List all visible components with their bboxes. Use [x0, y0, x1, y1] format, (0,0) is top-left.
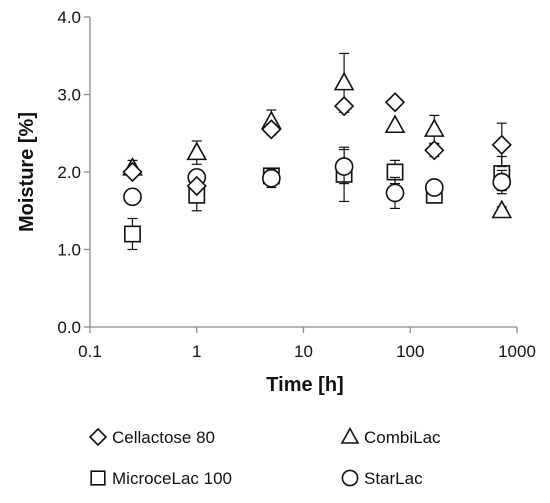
- data-marks: [122, 52, 513, 251]
- legend-label: Cellactose 80: [112, 428, 215, 447]
- y-tick-label: 4.0: [57, 8, 81, 27]
- legend-marker: [341, 469, 359, 487]
- data-point: [122, 161, 143, 183]
- y-tick-label: 0.0: [57, 318, 81, 337]
- y-tick-label: 2.0: [57, 163, 81, 182]
- data-point: [186, 175, 207, 197]
- data-point: [385, 183, 405, 203]
- data-point: [384, 92, 406, 113]
- axes: [84, 16, 518, 333]
- data-point: [333, 95, 355, 117]
- legend-item: Cellactose 80: [88, 427, 215, 447]
- y-axis-label: Moisture [%]: [16, 112, 38, 232]
- legend-item: MicroceLac 100: [90, 469, 232, 488]
- data-point: [186, 141, 208, 161]
- data-point: [384, 114, 406, 134]
- series-circle: [123, 148, 512, 210]
- data-point: [262, 168, 281, 188]
- x-tick-label: 0.1: [78, 342, 102, 361]
- data-point: [424, 140, 445, 161]
- legend-item: StarLac: [341, 469, 423, 488]
- legend-label: MicroceLac 100: [112, 469, 232, 488]
- y-tick-label: 3.0: [57, 86, 81, 105]
- series-square: [124, 146, 511, 251]
- data-point: [334, 157, 354, 176]
- data-point: [423, 118, 445, 137]
- data-point: [124, 225, 141, 243]
- data-point: [123, 187, 142, 207]
- legend-marker: [88, 427, 108, 447]
- x-tick-label: 1: [192, 342, 201, 361]
- x-tick-label: 100: [396, 342, 424, 361]
- legend: Cellactose 80 CombiLac MicroceLac 100 StarL…: [88, 426, 441, 488]
- data-point: [491, 134, 512, 156]
- series-diamond: [122, 92, 512, 197]
- legend-marker: [340, 426, 360, 444]
- legend-item: CombiLac: [340, 426, 441, 447]
- data-point: [261, 119, 282, 140]
- y-tick-label: 1.0: [57, 241, 81, 260]
- data-point: [491, 199, 513, 219]
- legend-label: StarLac: [364, 469, 423, 488]
- series-triangle: [122, 52, 513, 219]
- legend-marker: [90, 470, 106, 486]
- x-tick-label: 10: [294, 342, 313, 361]
- data-point: [492, 172, 512, 192]
- data-point: [333, 71, 355, 91]
- legend-label: CombiLac: [364, 428, 441, 447]
- x-axis-label: Time [h]: [266, 374, 343, 396]
- x-tick-label: 1000: [498, 342, 536, 361]
- data-point: [424, 178, 444, 197]
- tick-labels: 0.0 1.0 2.0 3.0 4.0 0.1 1 10 100 1000: [57, 8, 536, 361]
